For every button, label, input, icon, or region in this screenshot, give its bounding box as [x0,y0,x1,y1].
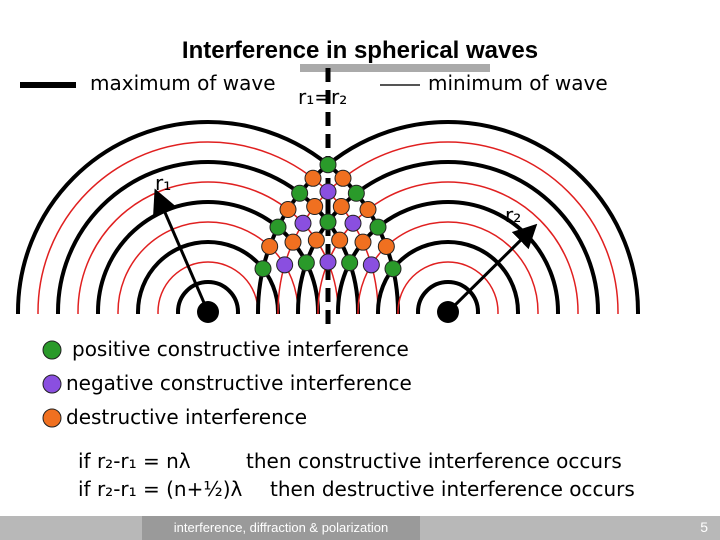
interference-dot [331,231,349,249]
equation: if r₂-r₁ = nλ [78,449,191,473]
interference-dot [306,198,324,216]
wavefront [277,141,619,314]
page-number: 5 [700,519,708,535]
interference-dot [334,169,352,187]
legend-dot [42,374,62,394]
interference-dot [362,256,380,274]
interference-dot [319,183,337,201]
wavefront [317,181,579,314]
interference-dot [304,169,322,187]
wavefront [376,240,520,314]
equation-result: then constructive interference occurs [246,449,622,473]
interference-dot [384,260,402,278]
wavefront [296,160,600,314]
footer-text: interference, diffraction & polarization [174,520,388,535]
legend-dot [42,340,62,360]
interference-dot [354,233,372,251]
arrow [446,223,538,314]
interference-dot [319,213,337,231]
wavefront [357,221,539,314]
legend-text: negative constructive interference [66,371,412,395]
interference-dot [319,253,337,271]
footer-box [142,516,420,540]
legend-text: positive constructive interference [72,337,409,361]
interference-dot [269,218,287,236]
interference-dot [261,237,279,255]
wavefront [256,120,640,314]
interference-dot [319,156,337,174]
equation: if r₂-r₁ = (n+½)λ [78,477,243,501]
arrow [153,188,210,313]
interference-dot [359,201,377,219]
wavefront [397,261,499,314]
interference-dot [347,184,365,202]
r1-label: r₁ [155,171,171,195]
interference-dot [369,218,387,236]
interference-dot [377,237,395,255]
interference-dot [284,233,302,251]
interference-dot [307,231,325,249]
waves [16,120,640,314]
interference-dot [276,256,294,274]
interference-dot [294,214,312,232]
wavefront [416,280,480,314]
interference-dot [341,254,359,272]
title: Interference in spherical waves [182,37,538,64]
interference-dot [254,260,272,278]
interference-dot [297,254,315,272]
r2-label: r₂ [505,203,521,227]
interference-dot [344,214,362,232]
min-label: minimum of wave [428,71,608,95]
min-bar [300,64,490,72]
legend-dot [42,408,62,428]
equal-label: r₁=r₂ [298,85,347,109]
wavefront [176,280,240,314]
wavefront [336,200,560,314]
interference-dot [291,184,309,202]
equation-result: then destructive interference occurs [270,477,635,501]
dots [254,156,402,278]
interference-dot [332,198,350,216]
legend-text: destructive interference [66,405,307,429]
interference-dot [279,201,297,219]
max-label: maximum of wave [90,71,276,95]
